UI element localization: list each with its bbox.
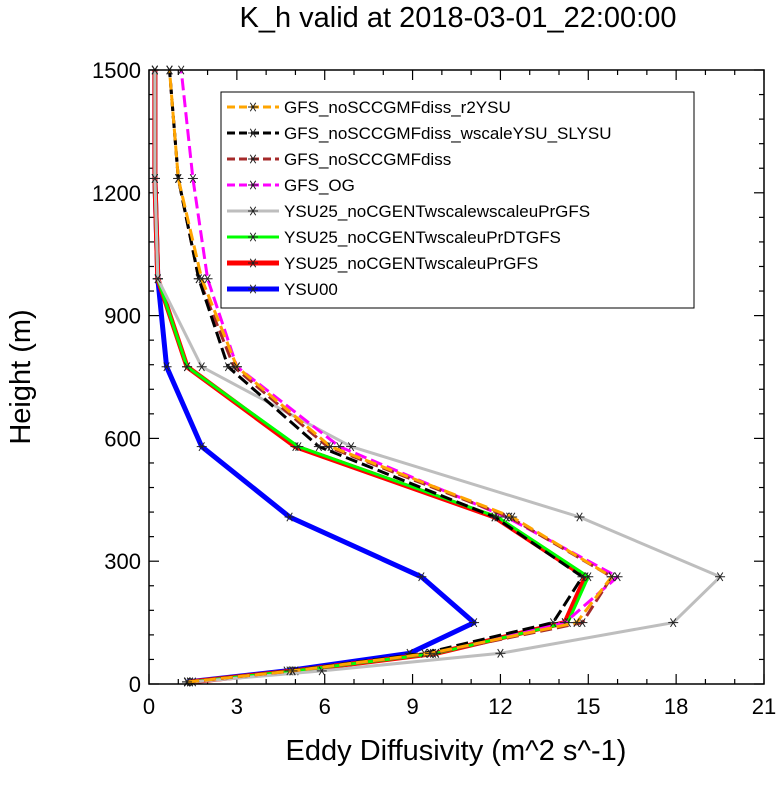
legend-label: GFS_OG — [284, 176, 355, 195]
legend-box — [220, 91, 695, 309]
data-point — [313, 442, 324, 452]
x-tick-label: 3 — [231, 694, 243, 719]
legend-item: GFS_OG — [227, 176, 355, 195]
legend-marker — [248, 206, 258, 216]
y-tick-labels: 0 300 600 900 1200 1500 — [92, 58, 141, 697]
y-tick-label: 1500 — [92, 58, 141, 83]
legend-item: GFS_noSCCGMFdiss — [227, 150, 451, 169]
y-tick-label: 300 — [104, 549, 141, 574]
legend: GFS_noSCCGMFdiss_r2YSU GFS_noSCCGMFdiss_w… — [220, 91, 695, 309]
x-tick-label: 15 — [576, 694, 600, 719]
legend-label: YSU25_noCGENTwscaleuPrDTGFS — [284, 228, 561, 247]
legend-marker — [248, 180, 258, 190]
data-point — [548, 618, 559, 628]
data-point — [284, 512, 295, 522]
data-point — [715, 572, 726, 582]
legend-marker — [248, 102, 258, 112]
legend-label: GFS_noSCCGMFdiss_r2YSU — [284, 98, 511, 117]
y-axis-title: Height (m) — [5, 309, 37, 444]
y-tick-label: 0 — [129, 672, 141, 697]
legend-marker — [248, 128, 258, 138]
data-point — [606, 572, 617, 582]
legend-label: GFS_noSCCGMFdiss — [284, 150, 451, 169]
data-point — [149, 173, 160, 183]
x-tick-labels: 0 3 6 9 12 15 18 21 — [143, 694, 776, 719]
data-point — [489, 512, 500, 522]
x-tick-label: 0 — [143, 694, 155, 719]
x-axis-title: Eddy Diffusivity (m^2 s^-1) — [286, 735, 627, 767]
data-point — [223, 362, 234, 372]
data-point — [469, 618, 480, 628]
legend-item: GFS_noSCCGMFdiss_wscaleYSU_SLYSU — [227, 124, 612, 143]
data-point — [668, 618, 679, 628]
data-point — [293, 442, 304, 452]
data-point — [152, 274, 163, 284]
data-point — [196, 362, 207, 372]
data-point — [571, 618, 582, 628]
legend-marker — [248, 154, 258, 164]
data-point — [182, 677, 193, 687]
chart-title: K_h valid at 2018-03-01_22:00:00 — [240, 2, 677, 34]
legend-item: YSU25_noCGENTwscaleuPrGFS — [227, 254, 538, 273]
legend-marker — [248, 284, 258, 294]
data-point — [196, 442, 207, 452]
legend-item: YSU25_noCGENTwscaleuPrDTGFS — [227, 228, 561, 247]
plot-frame — [148, 69, 765, 685]
legend-label: YSU00 — [284, 280, 338, 299]
x-tick-label: 12 — [488, 694, 512, 719]
data-point — [325, 442, 336, 452]
x-tick-label: 6 — [319, 694, 331, 719]
data-point — [574, 512, 585, 522]
data-point — [495, 648, 506, 658]
legend-item: YSU25_noCGENTwscalewscaleuPrGFS — [227, 202, 590, 221]
x-tick-label: 21 — [752, 694, 776, 719]
data-point — [161, 362, 172, 372]
data-point — [425, 648, 436, 658]
legend-label: YSU25_noCGENTwscalewscaleuPrGFS — [284, 202, 590, 221]
x-tick-label: 9 — [406, 694, 418, 719]
data-point — [231, 362, 242, 372]
data-point — [416, 572, 427, 582]
data-point — [173, 173, 184, 183]
y-tick-label: 900 — [104, 304, 141, 329]
legend-marker — [248, 232, 258, 242]
data-point — [577, 572, 588, 582]
y-tick-label: 1200 — [92, 181, 141, 206]
legend-label: YSU25_noCGENTwscaleuPrGFS — [284, 254, 538, 273]
legend-marker — [248, 258, 258, 268]
data-point — [187, 173, 198, 183]
data-point — [507, 512, 518, 522]
legend-item: GFS_noSCCGMFdiss_r2YSU — [227, 98, 511, 117]
series-layer — [149, 65, 726, 687]
data-point — [287, 666, 298, 676]
x-tick-label: 18 — [664, 694, 688, 719]
data-point — [196, 274, 207, 284]
legend-item: YSU00 — [227, 280, 338, 299]
data-point — [182, 362, 193, 372]
legend-label: GFS_noSCCGMFdiss_wscaleYSU_SLYSU — [284, 124, 612, 143]
y-tick-label: 600 — [104, 426, 141, 451]
